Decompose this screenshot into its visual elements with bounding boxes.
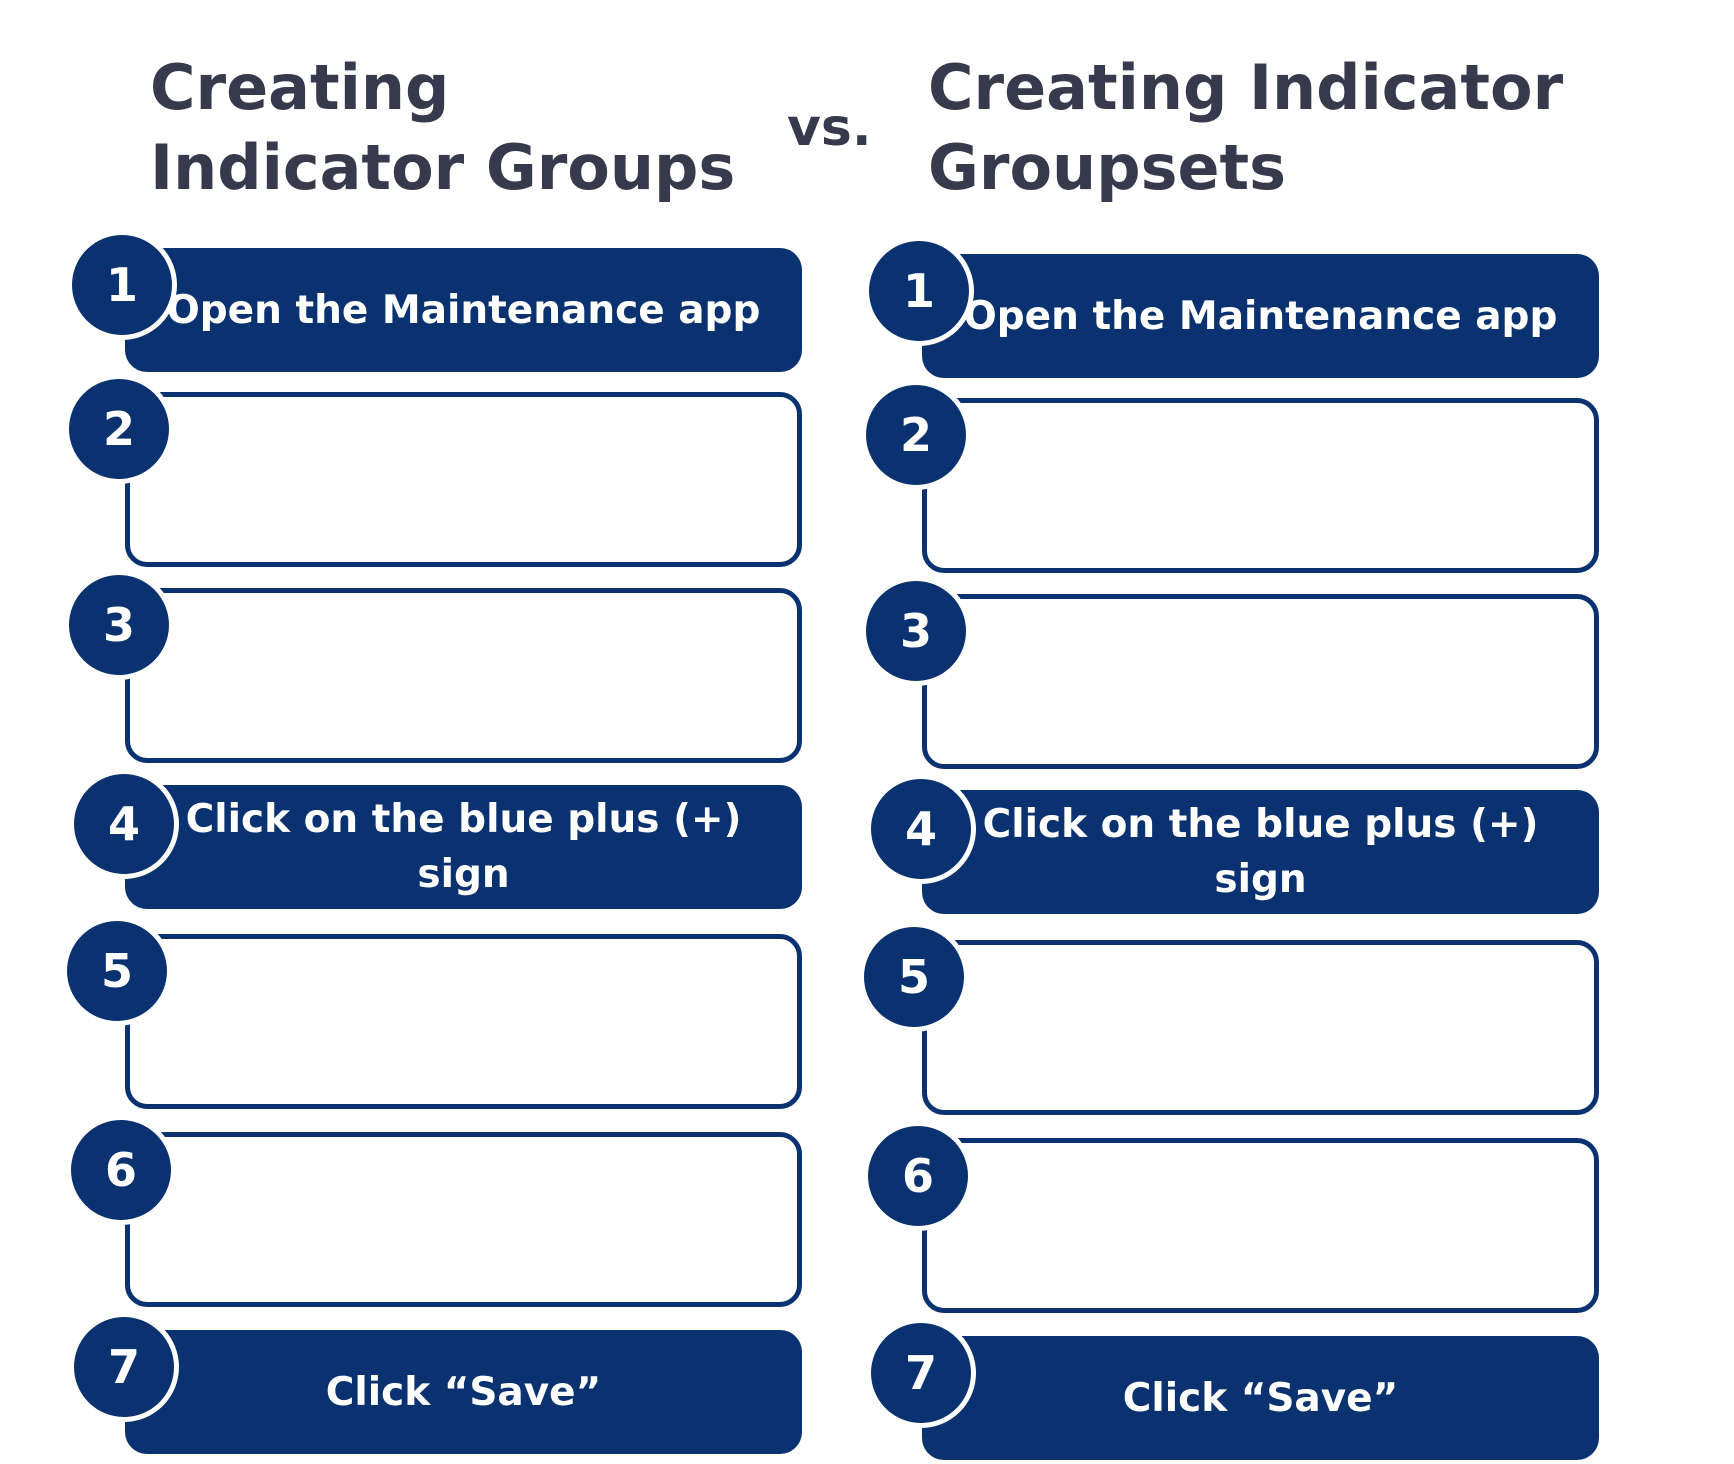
step-text: Open the Maintenance app: [963, 293, 1558, 339]
step-box: Click on the blue plus (+) sign: [125, 785, 802, 909]
step-text: Click on the blue plus (+) sign: [982, 802, 1539, 902]
step-text: Open the Maintenance app: [166, 287, 761, 333]
step-number-badge: 6: [66, 1115, 176, 1225]
step-number-badge: 6: [863, 1121, 973, 1231]
step-box: [125, 392, 802, 567]
step-number-badge: 5: [62, 916, 172, 1026]
step-number-badge: 2: [861, 380, 971, 490]
step-number-badge: 1: [864, 236, 974, 346]
step-number-badge: 1: [67, 230, 177, 340]
step-box: [922, 398, 1599, 573]
step-number-badge: 4: [69, 769, 179, 879]
step-number-badge: 3: [64, 570, 174, 680]
step-number-badge: 5: [859, 922, 969, 1032]
step-number-badge: 2: [64, 374, 174, 484]
left-column-title: Creating Indicator Groups: [150, 51, 736, 204]
step-box: Click “Save”: [922, 1336, 1599, 1460]
step-box: Click on the blue plus (+) sign: [922, 790, 1599, 914]
step-box: [125, 588, 802, 763]
step-box: Open the Maintenance app: [922, 254, 1599, 378]
step-text: Click “Save”: [1122, 1375, 1399, 1421]
right-column-title: Creating Indicator Groupsets: [928, 51, 1564, 204]
step-box: Open the Maintenance app: [125, 248, 802, 372]
step-box: [125, 934, 802, 1109]
step-number-badge: 7: [69, 1312, 179, 1422]
step-box: Click “Save”: [125, 1330, 802, 1454]
step-box: [922, 940, 1599, 1115]
step-text: Click on the blue plus (+) sign: [185, 797, 742, 897]
vs-label: vs.: [787, 98, 872, 158]
step-number-badge: 3: [861, 576, 971, 686]
step-box: [922, 594, 1599, 769]
step-text: Click “Save”: [325, 1369, 602, 1415]
step-number-badge: 4: [866, 774, 976, 884]
step-box: [125, 1132, 802, 1307]
step-number-badge: 7: [866, 1318, 976, 1428]
step-box: [922, 1138, 1599, 1313]
